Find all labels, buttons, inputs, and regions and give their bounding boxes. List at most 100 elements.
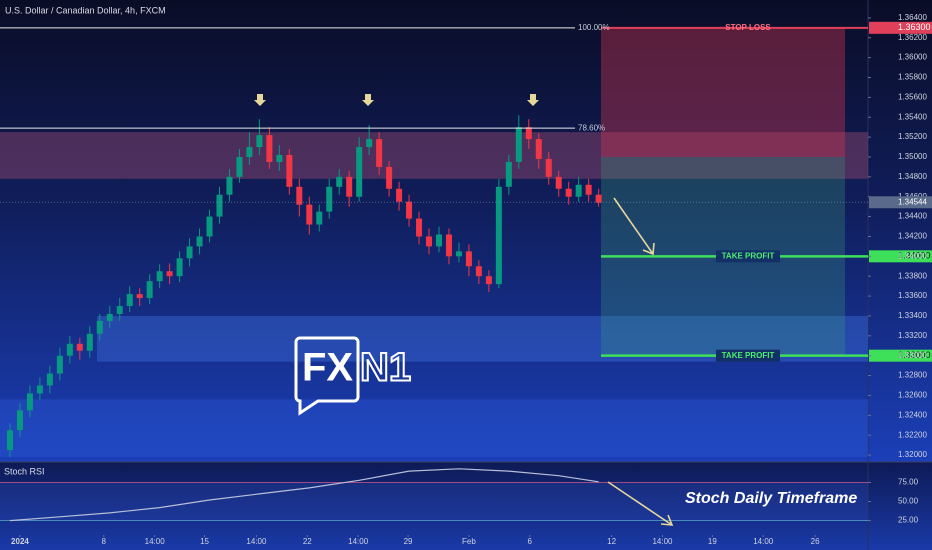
price-label: 1.34000 (898, 251, 931, 261)
candle-body (176, 258, 183, 277)
indicator-title: Stoch RSI (4, 466, 45, 476)
last-price-label: 1.34544 (898, 197, 927, 206)
price-label-bg (869, 349, 932, 362)
arrow-head (660, 514, 674, 526)
price-label-bg (869, 250, 932, 263)
candle-body (535, 139, 542, 159)
fib-level-label: 100.00% (578, 23, 610, 32)
candle-body (306, 204, 313, 225)
take-profit-label: TAKE PROFIT (722, 251, 775, 260)
y-tick-label: 1.36200 (898, 33, 927, 42)
y-tick-label: 1.32600 (898, 391, 927, 400)
candle-body (545, 158, 552, 177)
y-tick-label: 1.35000 (898, 152, 927, 161)
candle-body (445, 234, 452, 257)
peak-arrow (527, 94, 539, 106)
y-tick-label: 1.35200 (898, 132, 927, 141)
candle-body (585, 184, 592, 195)
x-tick-label: 29 (404, 537, 413, 546)
y-tick-label: 1.34000 (898, 251, 927, 260)
candle-body (396, 188, 403, 202)
y-tick-label: 1.33000 (898, 351, 927, 360)
candle-body (435, 234, 442, 247)
fib-level-label: 78.60% (578, 123, 605, 132)
price-label: 1.36300 (898, 22, 931, 32)
stoch-band (0, 482, 868, 521)
candle-body (485, 276, 492, 285)
candle-body (376, 139, 383, 167)
candle-body (515, 127, 522, 162)
candle-body (246, 147, 253, 157)
candle-body (166, 271, 173, 277)
candle-body (426, 236, 433, 247)
candle-body (316, 211, 323, 225)
candle-body (136, 294, 143, 299)
logo-bubble (294, 336, 360, 416)
logo-text: N1 (360, 346, 411, 390)
candle-body (416, 218, 423, 237)
chart-title: U.S. Dollar / Canadian Dollar, 4h, FXCM (5, 5, 166, 15)
candle-body (565, 188, 572, 197)
candle-body (575, 184, 582, 197)
y-tick-label: 1.33400 (898, 311, 927, 320)
take-profit-label-bg (716, 250, 780, 263)
candle-body (555, 176, 562, 189)
zone (0, 132, 868, 179)
x-tick-label: 15 (200, 537, 209, 546)
stoch-pane (0, 462, 932, 550)
x-tick-label: 14:00 (246, 537, 267, 546)
stoch-arrow (607, 481, 674, 526)
y-tick-label: 1.32400 (898, 410, 927, 419)
candle-body (386, 166, 393, 189)
x-tick-label: 14:00 (145, 537, 166, 546)
candle-body (16, 410, 23, 431)
candle-body (46, 373, 53, 386)
candle-body (296, 186, 303, 205)
candle-body (156, 271, 163, 282)
candle-body (146, 281, 153, 299)
y-tick-label: 1.32800 (898, 371, 927, 380)
candle-body (56, 355, 63, 374)
candle-body (196, 236, 203, 247)
candle-body (256, 135, 263, 148)
candle-body (475, 266, 482, 277)
candle-body (76, 343, 83, 351)
y-tick-label: 1.35600 (898, 92, 927, 101)
y-tick-label: 1.35800 (898, 73, 927, 82)
peak-arrow (254, 94, 266, 106)
candle-body (36, 385, 43, 394)
y-tick-label: 25.00 (898, 516, 919, 525)
peak-arrows (254, 94, 539, 106)
y-tick-label: 1.34800 (898, 172, 927, 181)
candle-body (236, 156, 243, 177)
x-tick-label: 6 (528, 537, 533, 546)
y-tick-label: 1.33600 (898, 291, 927, 300)
x-tick-label: 12 (607, 537, 616, 546)
candle-body (595, 194, 602, 203)
candle-body (116, 306, 123, 314)
logo: FX N1 (294, 336, 412, 416)
candle-body (66, 343, 73, 356)
candle-body (216, 194, 223, 217)
y-tick-label: 1.32200 (898, 430, 927, 439)
x-tick-label: 2024 (11, 537, 29, 546)
candle-body (525, 127, 532, 140)
arrow-shaft (613, 197, 654, 255)
x-tick-label: Feb (462, 537, 476, 546)
x-tick-label: 26 (811, 537, 820, 546)
x-tick-label: 8 (102, 537, 107, 546)
y-tick-label: 1.36400 (898, 13, 927, 22)
candle-body (126, 294, 133, 307)
zone (0, 399, 868, 458)
candle-body (266, 135, 273, 162)
take-profit-label-bg (716, 349, 780, 362)
candle-body (505, 161, 512, 187)
candle-body (356, 147, 363, 197)
arrow-head (642, 242, 655, 256)
candle-body (465, 251, 472, 267)
x-tick-label: 19 (708, 537, 717, 546)
candle-body (455, 251, 462, 257)
y-tick-label: 1.36000 (898, 53, 927, 62)
stop-loss-box (601, 27, 845, 157)
